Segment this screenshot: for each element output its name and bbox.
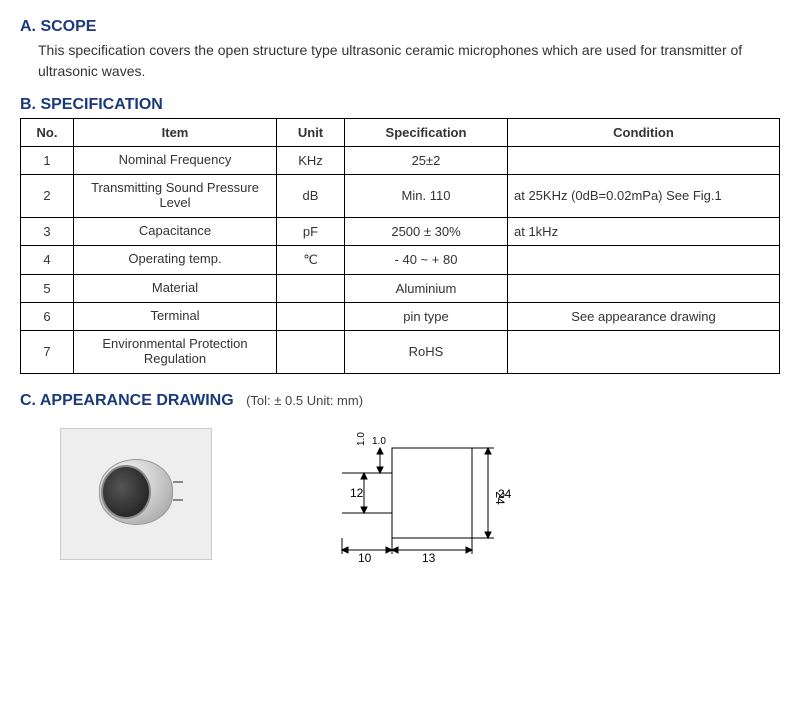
cell-no: 3 [21,217,74,245]
cell-no: 6 [21,302,74,330]
product-photo [60,428,212,560]
drawing-row: 12 1.0 1.0 10 13 24 24 [60,428,780,568]
cell-cond: See appearance drawing [508,302,780,330]
col-no: No. [21,119,74,147]
appearance-heading: C. APPEARANCE DRAWING (Tol: ± 0.5 Unit: … [20,392,780,410]
cell-item: Material [74,274,277,302]
cell-no: 4 [21,245,74,274]
cell-no: 1 [21,147,74,175]
col-unit: Unit [277,119,345,147]
cell-unit: dB [277,175,345,218]
cell-no: 7 [21,330,74,373]
cell-cond [508,147,780,175]
cell-unit: pF [277,217,345,245]
cell-item: Capacitance [74,217,277,245]
cell-spec: - 40 ~ + 80 [345,245,508,274]
spec-heading: B. SPECIFICATION [20,96,780,114]
cell-item: Environmental Protection Regulation [74,330,277,373]
dim-pin-inset: 1.0 [356,431,367,445]
cell-spec: 25±2 [345,147,508,175]
cell-unit [277,330,345,373]
scope-heading: A. SCOPE [20,18,780,36]
cell-unit: ℃ [277,245,345,274]
cell-cond [508,330,780,373]
table-row: 5Material Aluminium [21,274,780,302]
cell-spec: Aluminium [345,274,508,302]
appearance-heading-text: C. APPEARANCE DRAWING [20,392,234,409]
col-item: Item [74,119,277,147]
cell-cond: at 1kHz [508,217,780,245]
table-row: 3CapacitancepF2500 ± 30%at 1kHz [21,217,780,245]
col-spec: Specification [345,119,508,147]
cell-spec: pin type [345,302,508,330]
dim-pin-inset-h: 1.0 [372,436,386,447]
cell-cond [508,274,780,302]
cell-item: Nominal Frequency [74,147,277,175]
col-cond: Condition [508,119,780,147]
cell-item: Transmitting Sound Pressure Level [74,175,277,218]
spec-table: No. Item Unit Specification Condition 1N… [20,118,780,374]
spec-header-row: No. Item Unit Specification Condition [21,119,780,147]
cell-no: 5 [21,274,74,302]
cell-spec: RoHS [345,330,508,373]
table-row: 7Environmental Protection Regulation RoHS [21,330,780,373]
table-row: 2Transmitting Sound Pressure LeveldBMin.… [21,175,780,218]
table-row: 1Nominal FrequencyKHz25±2 [21,147,780,175]
table-row: 6Terminal pin typeSee appearance drawing [21,302,780,330]
cell-spec: Min. 110 [345,175,508,218]
cell-cond: at 25KHz (0dB=0.02mPa) See Fig.1 [508,175,780,218]
cell-cond [508,245,780,274]
scope-text: This specification covers the open struc… [38,40,780,82]
cell-unit: KHz [277,147,345,175]
sensor-icon [91,459,181,529]
dim-pin-length: 10 [358,551,372,565]
cell-unit [277,302,345,330]
dim-body-diameter-h: 24 [498,487,512,501]
dim-pin-spacing: 12 [350,486,364,500]
cell-item: Terminal [74,302,277,330]
table-row: 4Operating temp.℃- 40 ~ + 80 [21,245,780,274]
cell-spec: 2500 ± 30% [345,217,508,245]
dimension-drawing: 12 1.0 1.0 10 13 24 24 [272,428,532,568]
cell-unit [277,274,345,302]
cell-no: 2 [21,175,74,218]
appearance-sub: (Tol: ± 0.5 Unit: mm) [246,393,363,408]
cell-item: Operating temp. [74,245,277,274]
dim-body-length: 13 [422,551,436,565]
